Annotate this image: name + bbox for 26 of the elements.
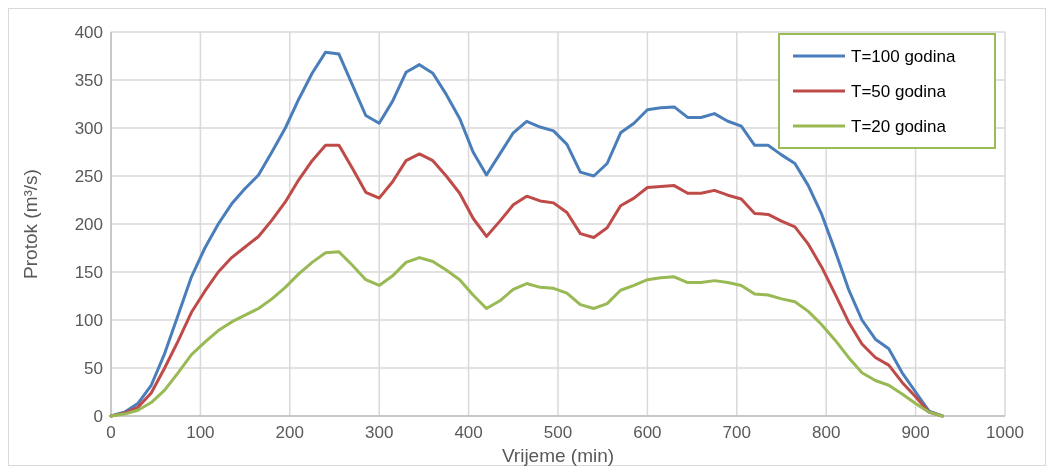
x-tick-label: 400 [454,423,483,442]
y-tick-label: 300 [74,118,103,138]
x-tick-label: 200 [275,423,304,442]
y-tick-label: 150 [74,262,103,282]
x-axis-title: Vrijeme (min) [501,445,615,466]
y-tick-label: 400 [74,22,103,42]
y-tick-label: 0 [93,406,103,426]
x-tick-label: 800 [812,423,841,442]
x-tick-label: 900 [901,423,930,442]
x-tick-label: 100 [186,423,215,442]
x-tick-label: 700 [722,423,751,442]
x-tick-label: 600 [633,423,662,442]
y-axis-title: Protok (m³/s) [19,169,41,279]
x-tick-label: 0 [106,423,116,442]
y-tick-label: 100 [74,310,103,330]
line-series [109,250,944,418]
x-tick-label: 1000 [986,423,1024,442]
legend-label: T=20 godina [851,116,947,136]
legend-label: T=50 godina [851,81,947,101]
y-tick-label: 50 [84,358,103,378]
legend-label: T=100 godina [851,46,956,66]
y-tick-label: 350 [74,70,103,90]
y-tick-label: 200 [74,214,103,234]
x-tick-label: 500 [543,423,573,442]
x-tick-label: 300 [365,423,394,442]
y-tick-label: 250 [74,166,103,186]
